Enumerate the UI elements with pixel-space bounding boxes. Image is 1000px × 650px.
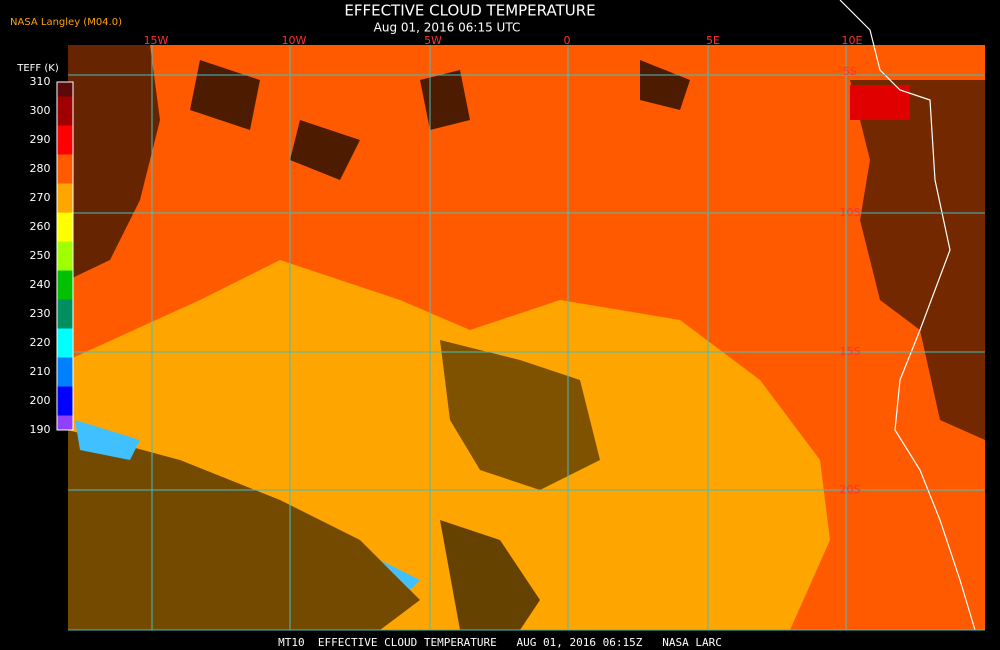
colorbar-swatch (57, 241, 73, 271)
clear-sky (440, 520, 540, 630)
clear-sky (850, 80, 985, 440)
colorbar-frame (56, 81, 74, 431)
colorbar-label: TEFF (K) (16, 63, 59, 74)
latitude-label: 10S (840, 206, 861, 219)
colorbar-swatch (57, 183, 73, 213)
colorbar-swatch (57, 357, 73, 387)
colorbar-tick-label: 190 (30, 423, 51, 436)
coastline (839, 0, 976, 631)
colorbar-tick-label: 240 (30, 278, 51, 291)
colorbar-tick-label: 210 (30, 365, 51, 378)
graticule (68, 45, 985, 631)
colorbar-swatch (57, 299, 73, 329)
colorbar-tick-label: 230 (30, 307, 51, 320)
longitude-label: 0 (564, 34, 571, 47)
cold-cloud (75, 420, 420, 590)
latitude-label: 20S (840, 483, 861, 496)
colorbar-tick-label: 270 (30, 191, 51, 204)
cloud-map (68, 0, 985, 631)
colorbar-swatch (57, 212, 73, 242)
colorbar-tick-label: 300 (30, 104, 51, 117)
colorbar-swatch (57, 415, 73, 430)
credit: NASA Langley (M04.0) (10, 17, 122, 28)
colorbar-swatch (57, 328, 73, 358)
longitude-label: 15W (144, 34, 169, 47)
latitude-label: 5S (843, 65, 857, 78)
longitude-label: 10E (842, 34, 863, 47)
colorbar-tick-label: 220 (30, 336, 51, 349)
longitude-label: 5E (706, 34, 720, 47)
footer: MT10 EFFECTIVE CLOUD TEMPERATURE AUG 01,… (278, 636, 722, 649)
clear-sky (190, 60, 690, 180)
subtitle: Aug 01, 2016 06:15 UTC (374, 21, 521, 35)
colorbar-swatch (57, 386, 73, 416)
latitude-label: 15S (840, 345, 861, 358)
colorbar-tick-label: 260 (30, 220, 51, 233)
colorbar-tick-label: 310 (30, 75, 51, 88)
clear-sky (440, 340, 600, 490)
colorbar-tick-label: 200 (30, 394, 51, 407)
colorbar-tick-label: 280 (30, 162, 51, 175)
colorbar-swatch (57, 154, 73, 184)
colorbar-swatch (57, 125, 73, 155)
warm-patch (850, 85, 910, 120)
longitude-label: 5W (424, 34, 442, 47)
colorbar-swatch (57, 270, 73, 300)
colorbar-tick-label: 290 (30, 133, 51, 146)
longitude-label: 10W (282, 34, 307, 47)
clear-sky (68, 430, 420, 630)
colorbar-tick-label: 250 (30, 249, 51, 262)
title: EFFECTIVE CLOUD TEMPERATURE (344, 2, 595, 20)
colorbar-swatch (57, 96, 73, 126)
colorbar-swatch (57, 82, 73, 97)
clear-sky (68, 45, 160, 280)
